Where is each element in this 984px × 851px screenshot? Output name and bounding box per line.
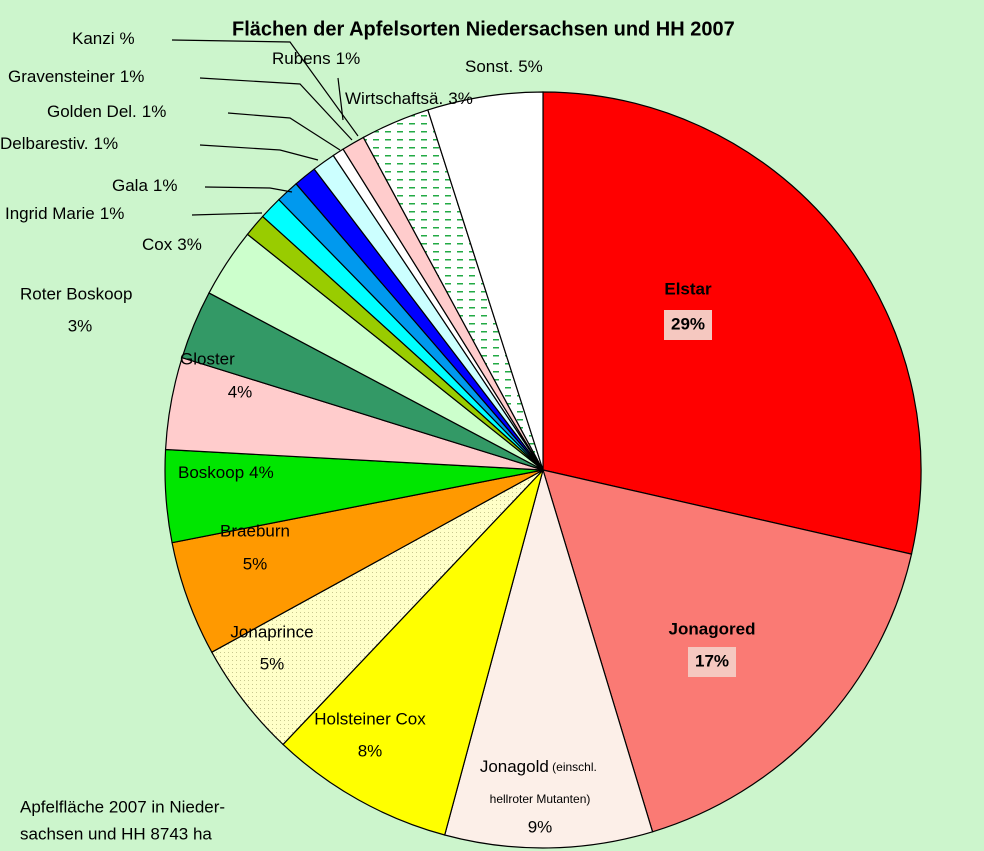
value-label: 9% [528,817,553,836]
slice-label: Rubens 1% [272,49,360,68]
category-name: Sonst. [465,57,513,76]
leader-line [199,77,353,141]
value-label: 1% [336,49,361,68]
pie-slice [427,91,544,471]
category-name: Boskoop [178,463,244,482]
slice-label: Delbarestiv. 1% [0,134,118,153]
value-label: 8% [358,741,383,760]
value-label: 4% [228,382,253,401]
leader-line [191,212,263,216]
value-label: 3% [177,235,202,254]
slice-label: Gala 1% [112,176,178,195]
category-name: Gravensteiner [8,67,115,86]
value-label: 1% [120,67,145,86]
slice-label: Roter Boskoop [20,284,132,303]
slice-label: Boskoop 4% [178,463,274,482]
pie-slice [542,91,922,555]
slice-label: Wirtschaftsä. 3% [345,89,473,108]
value-label: 5% [243,554,268,573]
slice-label: Ingrid Marie 1% [5,204,124,223]
value-label: 1% [153,176,178,195]
slice-label: Braeburn [220,521,290,540]
slice-label: Gloster [180,349,235,368]
leader-line [171,39,359,137]
slice-label: Jonagold (einschl. hellroter Mutanten) [480,757,600,806]
slice-label: Gravensteiner 1% [8,67,144,86]
label-box [688,647,736,677]
annotation: Apfelfläche 2007 in Nieder- [20,797,225,816]
slice-label: Jonagored [669,619,756,638]
category-name: Delbarestiv. [0,134,89,153]
annotation: sachsen und HH 8743 ha [20,824,212,843]
value-label: % [120,29,135,48]
slice-label: Holsteiner Cox [314,709,426,728]
category-name: Cox [142,235,173,254]
chart-title: Flächen der Apfelsorten Niedersachsen un… [232,18,735,40]
leader-line [337,77,344,121]
leader-line [199,144,319,161]
slice-label: Kanzi% [72,29,135,48]
leader-line [204,186,293,193]
leader-line [227,112,341,151]
value-label: 1% [142,102,167,121]
slice-label: Sonst. 5% [465,57,543,76]
value-label: 5% [260,654,285,673]
pie-slice [443,467,654,849]
label-box [664,310,712,340]
value-label: 3% [448,89,473,108]
slice-label: Jonaprince [230,622,313,641]
value-label: 17% [695,651,729,670]
value-label: 4% [249,463,274,482]
value-label: 1% [94,134,119,153]
category-name: Golden Del. [47,102,137,121]
category-name: Gala [112,176,148,195]
value-label: 5% [518,57,543,76]
slice-label: Elstar [664,279,712,298]
slice-label: Cox 3% [142,235,202,254]
category-name: Ingrid Marie [5,204,95,223]
category-name: Kanzi [72,29,115,48]
slice-label: Golden Del. 1% [47,102,166,121]
category-name: Wirtschaftsä. [345,89,443,108]
value-label: 3% [68,316,93,335]
pie-slice [282,469,544,836]
value-label: 29% [671,314,705,333]
value-label: 1% [100,204,125,223]
category-name: Rubens [272,49,331,68]
